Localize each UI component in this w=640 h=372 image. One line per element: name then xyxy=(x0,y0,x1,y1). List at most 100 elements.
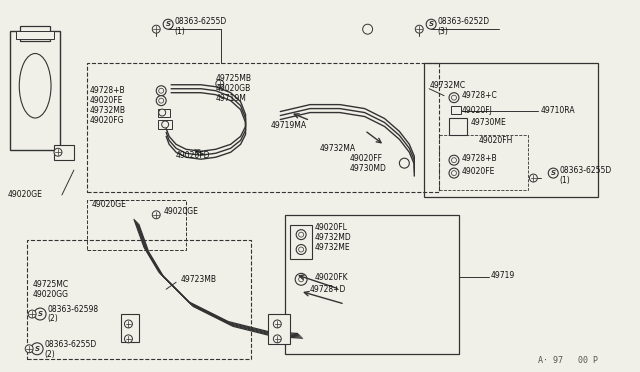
Circle shape xyxy=(156,96,166,106)
Circle shape xyxy=(25,345,33,353)
Circle shape xyxy=(163,19,173,29)
Bar xyxy=(290,225,312,259)
Text: S: S xyxy=(38,311,43,317)
Circle shape xyxy=(124,320,132,328)
Text: 49020FD: 49020FD xyxy=(176,151,211,160)
Circle shape xyxy=(299,232,303,237)
Text: 08363-6252D: 08363-6252D xyxy=(437,17,489,26)
FancyBboxPatch shape xyxy=(449,118,467,135)
Text: 49719: 49719 xyxy=(491,271,515,280)
Circle shape xyxy=(363,24,372,34)
Circle shape xyxy=(295,273,307,285)
Circle shape xyxy=(299,247,303,252)
Circle shape xyxy=(31,343,43,355)
Text: 49730MD: 49730MD xyxy=(350,164,387,173)
Bar xyxy=(268,314,290,344)
Circle shape xyxy=(449,93,459,103)
Bar xyxy=(28,240,250,359)
Circle shape xyxy=(156,86,166,96)
Text: 49732MC: 49732MC xyxy=(429,81,465,90)
Bar xyxy=(10,31,60,150)
Text: 49728+C: 49728+C xyxy=(462,91,498,100)
Circle shape xyxy=(54,148,62,156)
Bar xyxy=(451,106,461,113)
Circle shape xyxy=(159,88,164,93)
Text: 49719MA: 49719MA xyxy=(270,121,307,130)
Bar xyxy=(122,314,140,342)
Text: 49020FL: 49020FL xyxy=(315,223,348,232)
Circle shape xyxy=(529,174,538,182)
Text: 08363-62598: 08363-62598 xyxy=(47,305,98,314)
Text: (2): (2) xyxy=(47,314,58,324)
Circle shape xyxy=(451,158,456,163)
Text: 49732MB: 49732MB xyxy=(90,106,125,115)
Circle shape xyxy=(449,155,459,165)
Bar xyxy=(439,135,529,190)
Circle shape xyxy=(152,25,160,33)
Text: (1): (1) xyxy=(174,27,185,36)
Text: 08363-6255D: 08363-6255D xyxy=(559,166,611,174)
Bar xyxy=(54,145,74,160)
Circle shape xyxy=(159,98,164,103)
Text: S: S xyxy=(166,21,171,27)
Circle shape xyxy=(34,308,46,320)
Text: 49020GE: 49020GE xyxy=(163,207,198,216)
Text: 49710RA: 49710RA xyxy=(540,106,575,115)
Text: 49020GG: 49020GG xyxy=(32,290,68,299)
Text: S: S xyxy=(429,21,434,27)
Ellipse shape xyxy=(19,54,51,118)
Bar xyxy=(285,215,459,354)
Text: S: S xyxy=(551,170,556,176)
Text: (3): (3) xyxy=(437,27,448,36)
Text: 49730ME: 49730ME xyxy=(471,118,507,127)
Circle shape xyxy=(216,80,224,88)
Circle shape xyxy=(273,335,282,343)
Text: 49020FE: 49020FE xyxy=(462,167,495,176)
Circle shape xyxy=(296,244,306,254)
Bar xyxy=(158,109,170,116)
Text: (2): (2) xyxy=(44,350,55,359)
Text: 49725MB: 49725MB xyxy=(216,74,252,83)
Circle shape xyxy=(299,277,303,282)
Circle shape xyxy=(426,19,436,29)
Text: 49020GB: 49020GB xyxy=(216,84,251,93)
Text: 49719M: 49719M xyxy=(216,94,246,103)
Text: 49020FF: 49020FF xyxy=(350,154,383,163)
Bar xyxy=(20,26,50,41)
Text: 49020FK: 49020FK xyxy=(315,273,349,282)
Circle shape xyxy=(159,109,166,116)
Text: 49732MA: 49732MA xyxy=(320,144,356,153)
Circle shape xyxy=(296,230,306,240)
Text: S: S xyxy=(35,346,40,352)
Text: 49732ME: 49732ME xyxy=(315,243,351,252)
Text: 08363-6255D: 08363-6255D xyxy=(44,340,97,349)
Text: 49020GE: 49020GE xyxy=(92,201,127,209)
Text: 08363-6255D: 08363-6255D xyxy=(174,17,227,26)
Text: 49020FE: 49020FE xyxy=(90,96,123,105)
Text: 49732MD: 49732MD xyxy=(315,233,352,242)
Circle shape xyxy=(451,95,456,100)
Circle shape xyxy=(152,211,160,219)
Circle shape xyxy=(124,335,132,343)
Circle shape xyxy=(28,310,36,318)
Text: 49728+B: 49728+B xyxy=(462,154,497,163)
Circle shape xyxy=(399,158,410,168)
Text: 49725MC: 49725MC xyxy=(32,280,68,289)
Bar xyxy=(158,121,172,129)
Circle shape xyxy=(451,171,456,176)
Text: 49020FH: 49020FH xyxy=(479,136,513,145)
Circle shape xyxy=(449,168,459,178)
Text: 49728+D: 49728+D xyxy=(310,285,346,294)
Bar xyxy=(16,31,54,39)
Text: 49020FG: 49020FG xyxy=(90,116,124,125)
Circle shape xyxy=(162,121,168,128)
Bar xyxy=(87,200,186,250)
Text: 49020GE: 49020GE xyxy=(7,190,42,199)
Text: (1): (1) xyxy=(559,176,570,185)
Circle shape xyxy=(548,168,558,178)
Text: 49728+B: 49728+B xyxy=(90,86,125,95)
Text: 49723MB: 49723MB xyxy=(181,275,217,284)
Circle shape xyxy=(273,320,282,328)
Bar xyxy=(87,63,439,192)
Text: A· 97   00 P: A· 97 00 P xyxy=(538,356,598,365)
